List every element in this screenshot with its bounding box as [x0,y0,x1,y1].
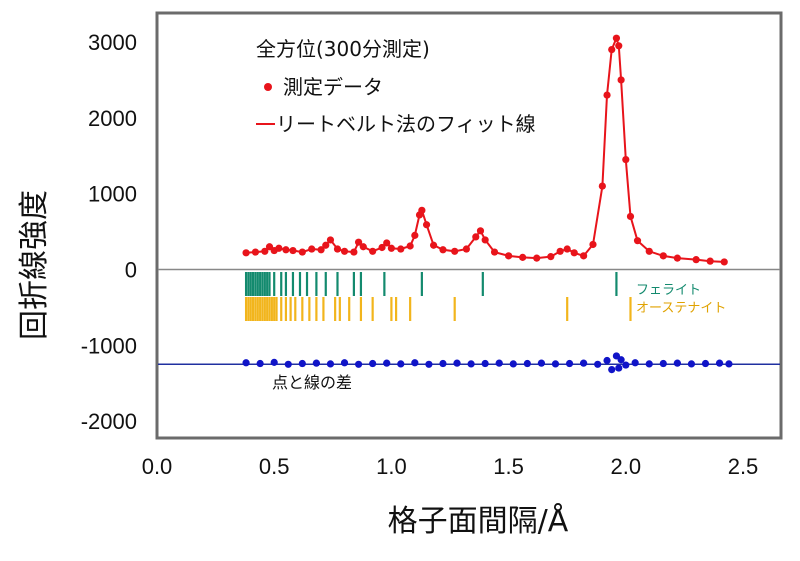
data-point [340,359,349,367]
data-point [615,364,623,372]
data-point [326,360,335,368]
data-point [551,360,560,368]
data-point [509,360,517,368]
y-axis-label: 回折線強度 [17,190,52,340]
data-point [603,356,611,365]
data-point [622,361,630,369]
y-tick-label: 2000 [88,106,137,131]
data-point [608,365,616,374]
y-tick-label: -2000 [81,409,137,434]
data-point [411,359,419,367]
reflection-markers [244,272,632,321]
data-point [369,359,377,368]
data-point [565,359,574,368]
x-tick-label: 0.0 [142,454,173,479]
data-point [617,356,625,364]
legend-measured-data: 測定データ [283,75,383,99]
x-tick-label: 2.5 [728,454,759,479]
data-point [495,359,503,367]
austenite-label: オーステナイト [636,301,726,316]
x-tick-label: 2.0 [611,454,642,479]
legend-point-symbol [264,83,272,91]
data-point [298,359,306,368]
y-tick-label: -1000 [81,333,137,358]
data-point [439,359,447,368]
data-point [659,359,667,368]
data-point [701,359,710,368]
y-tick-labels: 3000 2000 1000 0 -1000 -2000 [81,30,137,434]
data-point [312,359,320,367]
data-point [270,358,278,366]
data-series [242,34,733,374]
x-axis-label: 格子面間隔/Å [388,503,569,539]
y-tick-label: 1000 [88,182,137,207]
data-point [631,359,639,367]
data-point [594,360,602,368]
y-tick-label: 0 [125,258,137,283]
data-point [425,360,433,368]
ferrite-label: フェライト [636,283,701,298]
data-point [720,258,728,266]
data-point [715,359,724,367]
data-point [467,360,475,368]
legend-title: 全方位(300分測定) [256,37,430,61]
data-point [453,359,461,367]
x-tick-label: 0.5 [259,454,290,479]
x-tick-label: 1.5 [493,454,524,479]
difference-label: 点と線の差 [272,373,352,392]
series-line [246,35,725,263]
data-point [537,359,546,367]
x-tick-label: 1.0 [376,454,407,479]
data-point [242,359,250,367]
data-point [383,359,391,367]
data-point [284,360,292,368]
data-point [725,360,733,368]
data-point [481,359,489,368]
data-point [242,249,250,257]
data-point [397,360,405,368]
data-point [687,360,696,368]
legend-rietveld-fit: リートベルト法のフィット線 [276,112,536,136]
data-point [580,359,588,367]
plot-frame [155,11,783,440]
y-tick-label: 3000 [88,30,137,55]
data-point [354,360,363,368]
x-tick-labels: 0.0 0.5 1.0 1.5 2.0 2.5 [142,454,759,479]
data-point [256,359,264,368]
data-point [645,360,653,368]
data-point [673,359,681,367]
data-point [523,359,531,368]
